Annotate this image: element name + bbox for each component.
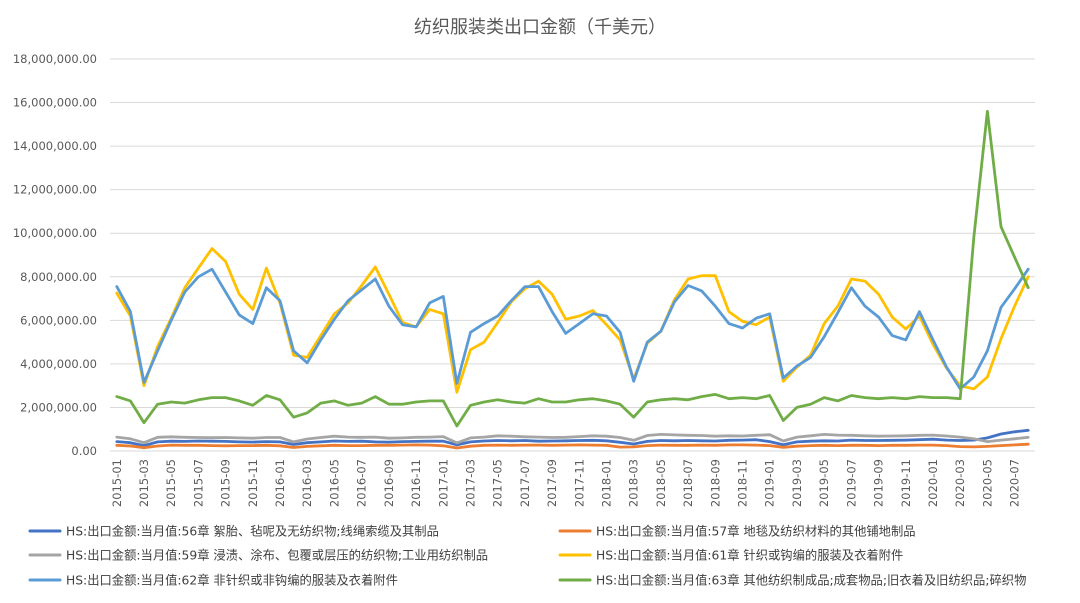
- y-tick-label: 10,000,000.00: [13, 226, 97, 240]
- x-tick-label: 2016-01: [273, 459, 287, 507]
- x-tick-label: 2018-03: [627, 459, 641, 507]
- series-line-3: [115, 432, 1030, 445]
- x-tick-label: 2020-07: [1008, 459, 1022, 507]
- series-line-6: [115, 109, 1030, 428]
- x-tick-label: 2019-11: [899, 459, 913, 507]
- x-tick-label: 2017-07: [518, 459, 532, 507]
- x-tick-label: 2017-01: [436, 459, 450, 507]
- x-tick-label: 2015-09: [219, 459, 233, 507]
- x-tick-label: 2015-07: [191, 459, 205, 507]
- x-tick-label: 2020-05: [980, 459, 994, 507]
- x-tick-label: 2019-03: [790, 459, 804, 507]
- y-axis-tick-labels: 0.00 2,000,000.00 4,000,000.00 6,000,000.00…: [13, 52, 97, 458]
- series-line-1: [115, 428, 1030, 448]
- legend-label: HS:出口金额:当月值:61章 针织或钩编的服装及衣着附件: [596, 548, 903, 563]
- x-tick-label: 2018-09: [708, 459, 722, 507]
- x-axis-tick-labels: 2015-01 2015-03 2015-05 2015-07 2015-09 2015-…: [110, 459, 1022, 507]
- x-tick-label: 2016-03: [300, 459, 314, 507]
- legend: HS:出口金额:当月值:56章 絮胎、毡呢及无纺织物;线绳索缆及其制品 HS:出口…: [28, 524, 1026, 588]
- y-tick-label: 14,000,000.00: [13, 139, 97, 153]
- x-tick-label: 2017-03: [463, 459, 477, 507]
- y-tick-label: 8,000,000.00: [20, 270, 97, 284]
- legend-label: HS:出口金额:当月值:63章 其他纺织制成品;成套物品;旧衣着及旧纺织品;碎织…: [596, 573, 1026, 588]
- x-tick-label: 2020-03: [953, 459, 967, 507]
- y-tick-label: 2,000,000.00: [20, 400, 97, 414]
- series-line-2: [115, 442, 1030, 450]
- legend-label: HS:出口金额:当月值:56章 絮胎、毡呢及无纺织物;线绳索缆及其制品: [66, 524, 439, 539]
- series-lines: [115, 109, 1030, 450]
- x-tick-label: 2015-05: [164, 459, 178, 507]
- x-tick-label: 2018-05: [654, 459, 668, 507]
- x-tick-label: 2017-09: [545, 459, 559, 507]
- x-tick-label: 2018-07: [681, 459, 695, 507]
- y-tick-label: 4,000,000.00: [20, 357, 97, 371]
- legend-label: HS:出口金额:当月值:57章 地毯及纺织材料的其他铺地制品: [596, 524, 916, 539]
- x-tick-label: 2016-07: [355, 459, 369, 507]
- y-tick-label: 0.00: [71, 444, 97, 458]
- x-tick-label: 2019-07: [844, 459, 858, 507]
- x-tick-label: 2017-05: [491, 459, 505, 507]
- gridlines: [110, 58, 1035, 452]
- x-tick-label: 2019-09: [872, 459, 886, 507]
- x-tick-label: 2016-09: [382, 459, 396, 507]
- y-tick-label: 6,000,000.00: [20, 313, 97, 327]
- x-tick-label: 2020-01: [926, 459, 940, 507]
- legend-label: HS:出口金额:当月值:59章 浸渍、涂布、包覆或层压的纺织物;工业用纺织制品: [66, 548, 488, 563]
- x-tick-label: 2019-01: [763, 459, 777, 507]
- series-line-4: [115, 247, 1030, 394]
- x-tick-label: 2015-01: [110, 459, 124, 507]
- x-tick-label: 2015-03: [137, 459, 151, 507]
- y-tick-label: 18,000,000.00: [13, 52, 97, 66]
- legend-label: HS:出口金额:当月值:62章 非针织或非钩编的服装及衣着附件: [66, 573, 398, 588]
- y-tick-label: 12,000,000.00: [13, 183, 97, 197]
- chart-title: 纺织服装类出口金额（千美元）: [414, 17, 666, 38]
- y-tick-label: 16,000,000.00: [13, 96, 97, 110]
- x-tick-label: 2018-01: [600, 459, 614, 507]
- x-tick-label: 2016-11: [409, 459, 423, 507]
- x-tick-label: 2017-11: [572, 459, 586, 507]
- x-tick-label: 2016-05: [327, 459, 341, 507]
- x-tick-label: 2015-11: [246, 459, 260, 507]
- x-tick-label: 2019-05: [817, 459, 831, 507]
- series-line-5: [115, 267, 1030, 391]
- x-tick-label: 2018-11: [736, 459, 750, 507]
